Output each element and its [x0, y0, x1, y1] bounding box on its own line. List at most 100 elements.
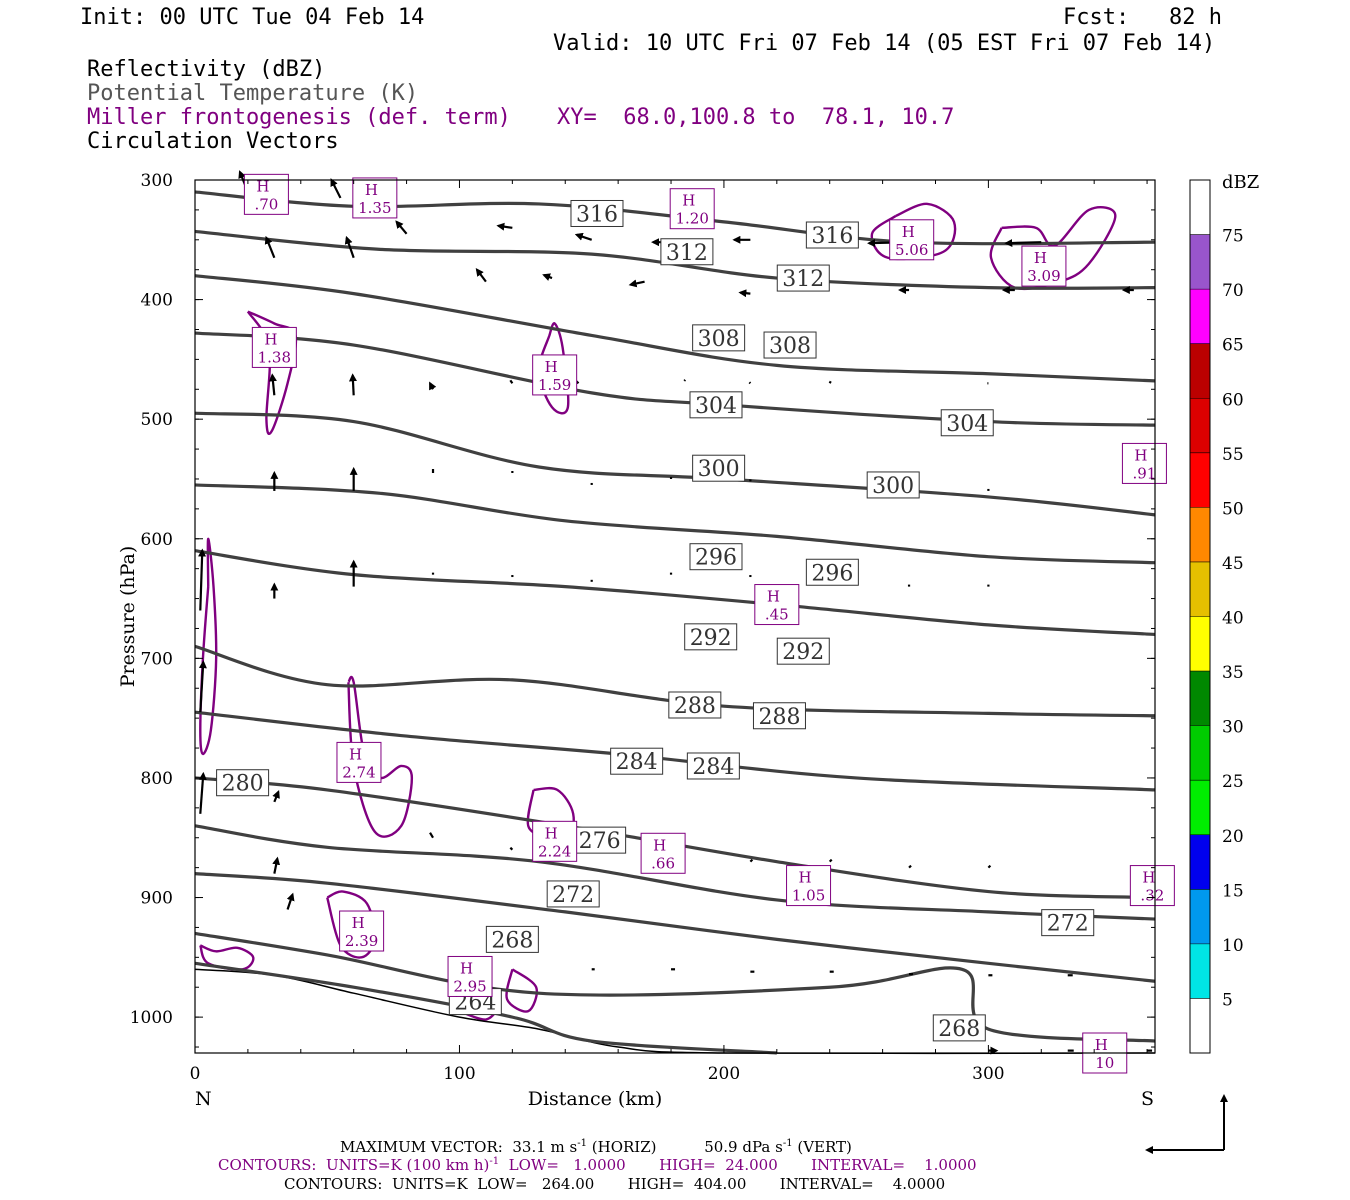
theta-label-box	[668, 691, 722, 719]
frontogenesis-high-marker: H	[365, 181, 378, 199]
circulation-vector	[268, 373, 277, 396]
theta-label: 300	[698, 457, 740, 482]
contours-theta-line: CONTOURS: UNITS=K LOW= 264.00 HIGH= 404.…	[284, 1175, 946, 1193]
circulation-vector	[198, 771, 207, 814]
theta-label: 284	[692, 755, 734, 780]
frontogenesis-contour	[347, 675, 414, 838]
circulation-vector	[198, 548, 207, 611]
circulation-vector	[509, 379, 514, 384]
circulation-vector	[987, 864, 992, 869]
frontogenesis-high-value: 2.39	[345, 932, 378, 950]
field-circulation: Circulation Vectors	[87, 129, 339, 154]
legend-swatch	[1190, 616, 1210, 672]
frontogenesis-high-marker: H	[1142, 869, 1155, 887]
theta-contour-296	[194, 483, 1156, 565]
theta-label: 292	[690, 626, 732, 651]
circulation-vector	[738, 289, 751, 298]
y-axis-label: Pressure (hPa)	[117, 546, 139, 688]
frontogenesis-high-value: 2.74	[342, 763, 375, 781]
circulation-vector	[748, 381, 752, 385]
theta-label-box	[570, 199, 624, 227]
theta-contour-300	[194, 411, 1156, 517]
theta-label: 272	[552, 883, 594, 908]
theta-label-box	[689, 543, 743, 571]
legend-swatch	[1190, 343, 1210, 399]
frontogenesis-high-value: .70	[254, 195, 278, 213]
frontogenesis-high-marker: H	[1034, 249, 1047, 267]
frontogenesis-high-value: 3.09	[1027, 267, 1060, 285]
theta-label-box	[692, 454, 746, 482]
frontogenesis-high-value: 1.05	[792, 887, 825, 905]
legend-label: 50	[1222, 499, 1244, 519]
theta-label: 312	[782, 267, 824, 292]
frontogenesis-high-marker: H	[460, 959, 473, 977]
y-tick-label: 1000	[130, 1008, 173, 1028]
theta-label-box	[932, 1014, 986, 1042]
legend-label: 40	[1222, 609, 1244, 629]
theta-label-box	[216, 769, 270, 797]
frontogenesis-high-box	[339, 910, 385, 952]
frontogenesis-high-box	[669, 188, 715, 230]
frontogenesis-contour	[870, 202, 957, 261]
circulation-vector	[198, 660, 207, 713]
frontogenesis-contour	[989, 206, 1117, 291]
legend-label: 70	[1222, 281, 1244, 301]
x-tick-label: 0	[190, 1064, 201, 1084]
y-tick-label: 500	[141, 410, 173, 430]
legend-swatch	[1190, 234, 1210, 290]
frontogenesis-high-value: 1.38	[258, 348, 291, 366]
legend-label: 60	[1222, 390, 1244, 410]
forecast-hour: Fcst: 82 h	[1063, 5, 1222, 30]
frontogenesis-high-box	[1129, 865, 1175, 907]
theta-label-box	[763, 331, 817, 359]
theta-label-box	[940, 409, 994, 437]
circulation-vector	[1004, 239, 1042, 248]
frontogenesis-high-box	[640, 832, 686, 874]
circulation-vector	[542, 273, 553, 281]
theta-label: 308	[698, 327, 740, 352]
theta-label: 276	[579, 829, 621, 854]
x-tick-label: 100	[443, 1064, 475, 1084]
theta-label-box	[485, 925, 539, 953]
theta-label-box	[689, 391, 743, 419]
theta-label-box	[776, 637, 830, 665]
theta-label: 300	[872, 474, 914, 499]
legend-swatch	[1190, 889, 1210, 944]
theta-contour-268	[194, 931, 1156, 1043]
frontogenesis-high-value: .32	[1140, 887, 1164, 905]
theta-label-box	[805, 558, 859, 586]
frontogenesis-high-marker: H	[352, 914, 365, 932]
legend-swatch	[1190, 834, 1210, 890]
theta-contour-276	[194, 824, 1156, 921]
plot-frame	[194, 179, 1156, 1054]
theta-label: 268	[938, 1017, 980, 1042]
legend-title: dBZ	[1222, 172, 1259, 193]
frontogenesis-high-value: 1.35	[358, 199, 391, 217]
valid-time: Valid: 10 UTC Fri 07 Feb 14 (05 EST Fri …	[553, 31, 1216, 56]
legend-swatch	[1190, 398, 1210, 453]
frontogenesis-high-marker: H	[767, 588, 780, 606]
legend-label: 75	[1222, 227, 1244, 247]
init-time: Init: 00 UTC Tue 04 Feb 14	[80, 5, 425, 30]
frontogenesis-high-value: 5.06	[895, 241, 928, 259]
circulation-vector	[286, 892, 295, 910]
field-frontogenesis: Miller frontogenesis (def. term)	[87, 105, 511, 130]
frontogenesis-high-marker: H	[264, 330, 277, 348]
frontogenesis-high-value: .66	[651, 854, 675, 872]
theta-label-box	[1041, 909, 1095, 937]
theta-label: 280	[222, 772, 264, 797]
theta-label: 304	[946, 412, 988, 437]
legend-swatch	[1190, 725, 1210, 781]
legend-swatch	[1190, 452, 1210, 508]
field-reflectivity: Reflectivity (dBZ)	[87, 57, 326, 82]
circulation-vector	[348, 373, 357, 396]
frontogenesis-high-box	[1121, 442, 1167, 484]
frontogenesis-high-box	[352, 177, 398, 219]
frontogenesis-high-box	[243, 173, 289, 215]
frontogenesis-high-box	[447, 955, 493, 997]
frontogenesis-high-marker: H	[256, 177, 269, 195]
legend-swatch	[1190, 671, 1210, 726]
legend-swatch	[1190, 943, 1210, 999]
x-axis-label: Distance (km)	[528, 1088, 663, 1110]
